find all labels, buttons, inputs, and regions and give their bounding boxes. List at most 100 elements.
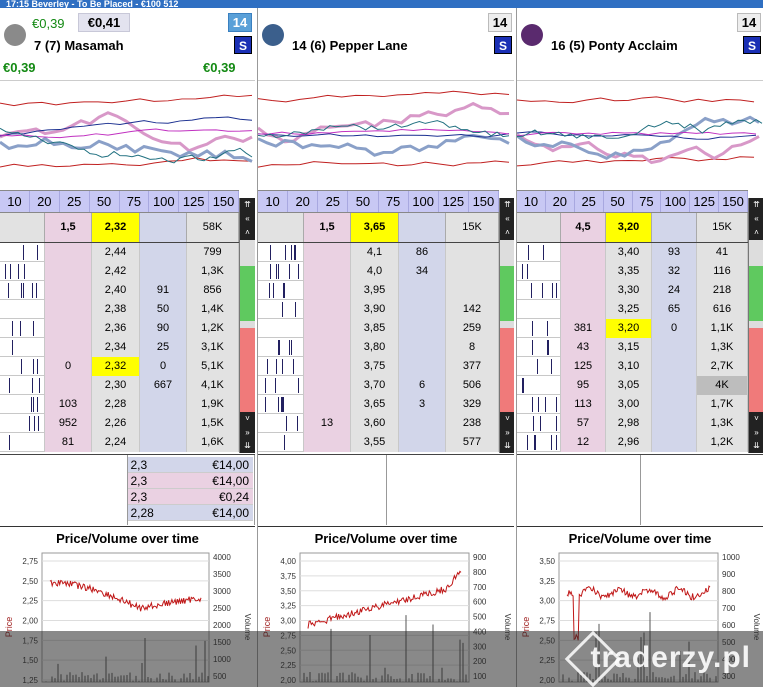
lay-cell[interactable]: 0 (652, 319, 697, 338)
lay-cell[interactable] (652, 357, 697, 376)
price-cell[interactable]: 3,10 (606, 357, 652, 376)
lay-cell[interactable] (140, 414, 187, 433)
stake-option-125[interactable]: 125 (439, 191, 469, 212)
scroll-bottom-icon[interactable]: ⇊ (749, 439, 763, 453)
scroll-down-page-icon[interactable]: » (500, 426, 514, 440)
scroll-down-icon[interactable]: ˅ (240, 412, 255, 426)
lay-cell[interactable]: 0 (140, 357, 187, 376)
lay-cell[interactable]: 93 (652, 243, 697, 262)
lay-cell[interactable]: 90 (140, 319, 187, 338)
stake-option-150[interactable]: 150 (719, 191, 748, 212)
ladder-scroll-bar[interactable]: ⇈ «˄ ˅» ⇊ (239, 198, 255, 453)
lay-cell[interactable] (399, 357, 446, 376)
price-cell[interactable]: 3,85 (351, 319, 399, 338)
stake-option-75[interactable]: 75 (633, 191, 662, 212)
runner-number-box[interactable]: 14 (737, 13, 761, 32)
back-cell[interactable] (304, 395, 351, 414)
price-cell[interactable]: 3,60 (351, 414, 399, 433)
stake-option-150[interactable]: 150 (209, 191, 239, 212)
scroll-up-page-icon[interactable]: « (240, 212, 255, 226)
stake-option-10[interactable]: 10 (258, 191, 289, 212)
stake-option-10[interactable]: 10 (0, 191, 30, 212)
bet-line[interactable]: 2,3 €0,24 (127, 489, 253, 505)
back-cell[interactable]: 12 (561, 433, 606, 452)
back-cell[interactable] (304, 338, 351, 357)
scroll-up-icon[interactable]: ˄ (500, 226, 514, 240)
bet-line[interactable]: 2,3 €14,00 (127, 473, 253, 489)
back-cell[interactable]: 113 (561, 395, 606, 414)
lay-cell[interactable] (140, 243, 187, 262)
scroll-up-page-icon[interactable]: « (749, 212, 763, 226)
back-cell[interactable] (45, 338, 92, 357)
back-cell[interactable] (561, 281, 606, 300)
price-cell[interactable]: 2,28 (92, 395, 140, 414)
price-cell[interactable]: 4,1 (351, 243, 399, 262)
lay-cell[interactable] (652, 395, 697, 414)
stake-option-125[interactable]: 125 (179, 191, 210, 212)
price-cell[interactable]: 3,80 (351, 338, 399, 357)
price-cell[interactable]: 3,65 (351, 395, 399, 414)
price-cell[interactable]: 2,24 (92, 433, 140, 452)
back-cell[interactable] (45, 376, 92, 395)
stop-button[interactable]: S (743, 36, 761, 54)
stake-option-100[interactable]: 100 (149, 191, 180, 212)
price-cell[interactable]: 4,0 (351, 262, 399, 281)
back-cell[interactable] (45, 319, 92, 338)
back-cell[interactable] (304, 319, 351, 338)
lay-cell[interactable] (652, 414, 697, 433)
stake-option-50[interactable]: 50 (348, 191, 379, 212)
price-cell[interactable]: 3,40 (606, 243, 652, 262)
back-cell[interactable] (45, 281, 92, 300)
back-cell[interactable]: 381 (561, 319, 606, 338)
stake-option-150[interactable]: 150 (469, 191, 499, 212)
lay-cell[interactable]: 50 (140, 300, 187, 319)
stake-option-75[interactable]: 75 (120, 191, 150, 212)
price-cell[interactable]: 2,42 (92, 262, 140, 281)
price-cell[interactable]: 3,15 (606, 338, 652, 357)
price-cell[interactable]: 2,98 (606, 414, 652, 433)
price-cell[interactable]: 3,25 (606, 300, 652, 319)
stake-option-100[interactable]: 100 (661, 191, 691, 212)
stake-option-25[interactable]: 25 (60, 191, 90, 212)
lay-cell[interactable]: 32 (652, 262, 697, 281)
lay-cell[interactable] (652, 376, 697, 395)
back-cell[interactable]: 81 (45, 433, 92, 452)
price-cell[interactable]: 3,00 (606, 395, 652, 414)
price-cell[interactable]: 3,90 (351, 300, 399, 319)
ladder-scroll-bar[interactable]: ⇈ «˄ ˅» ⇊ (499, 198, 514, 453)
stake-option-100[interactable]: 100 (409, 191, 439, 212)
stake-option-20[interactable]: 20 (546, 191, 575, 212)
back-cell[interactable] (304, 243, 351, 262)
lay-cell[interactable] (399, 433, 446, 452)
price-cell[interactable]: 2,34 (92, 338, 140, 357)
lay-cell[interactable]: 86 (399, 243, 446, 262)
lay-cell[interactable] (399, 338, 446, 357)
back-cell[interactable] (304, 433, 351, 452)
lay-cell[interactable]: 3 (399, 395, 446, 414)
scroll-bottom-icon[interactable]: ⇊ (240, 439, 255, 453)
back-cell[interactable]: 952 (45, 414, 92, 433)
bet-line[interactable]: 2,3 €14,00 (127, 457, 253, 473)
lay-cell[interactable]: 65 (652, 300, 697, 319)
scroll-down-page-icon[interactable]: » (240, 426, 255, 440)
back-cell[interactable]: 57 (561, 414, 606, 433)
ladder-scroll-bar[interactable]: ⇈ «˄ ˅» ⇊ (748, 198, 763, 453)
scroll-down-icon[interactable]: ˅ (749, 412, 763, 426)
back-cell[interactable] (304, 376, 351, 395)
back-cell[interactable] (45, 262, 92, 281)
price-cell[interactable]: 3,75 (351, 357, 399, 376)
back-cell[interactable]: 43 (561, 338, 606, 357)
back-cell[interactable]: 0 (45, 357, 92, 376)
back-cell[interactable]: 125 (561, 357, 606, 376)
lay-cell[interactable] (140, 262, 187, 281)
price-cell[interactable]: 2,26 (92, 414, 140, 433)
lay-cell[interactable]: 24 (652, 281, 697, 300)
back-cell[interactable] (561, 262, 606, 281)
price-cell[interactable]: 3,05 (606, 376, 652, 395)
lay-cell[interactable]: 6 (399, 376, 446, 395)
price-cell[interactable]: 2,30 (92, 376, 140, 395)
scroll-up-icon[interactable]: ˄ (749, 226, 763, 240)
scroll-top-icon[interactable]: ⇈ (500, 198, 514, 212)
stake-option-10[interactable]: 10 (517, 191, 546, 212)
lay-cell[interactable] (399, 319, 446, 338)
